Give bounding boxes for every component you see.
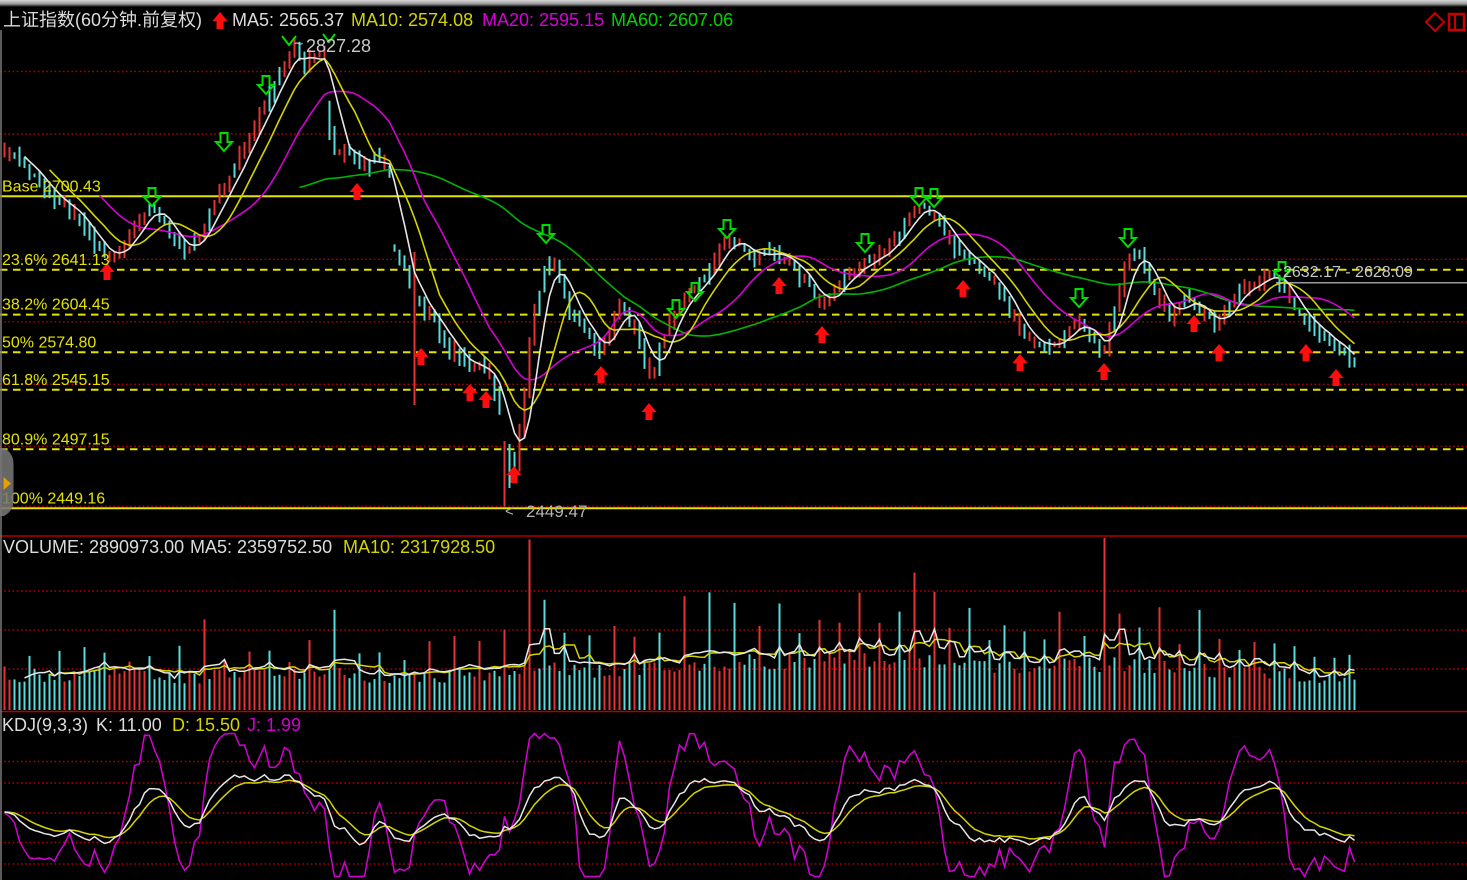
svg-text:MA10: 2574.08: MA10: 2574.08 (351, 10, 473, 30)
svg-text:MA10: 2317928.50: MA10: 2317928.50 (343, 537, 495, 557)
svg-text:~: ~ (294, 36, 303, 53)
svg-text:MA5: 2359752.50: MA5: 2359752.50 (190, 537, 332, 557)
svg-text:KDJ(9,3,3): KDJ(9,3,3) (2, 715, 88, 735)
svg-text:80.9% 2497.15: 80.9% 2497.15 (2, 431, 110, 448)
svg-text:50% 2574.80: 50% 2574.80 (2, 334, 96, 351)
svg-text:MA60: 2607.06: MA60: 2607.06 (611, 10, 733, 30)
svg-text:D: 15.50: D: 15.50 (172, 715, 240, 735)
svg-text:MA20: 2595.15: MA20: 2595.15 (482, 10, 604, 30)
svg-text:MA5: 2565.37: MA5: 2565.37 (232, 10, 344, 30)
svg-text:2827.28: 2827.28 (306, 36, 371, 56)
svg-text:23.6% 2641.13: 23.6% 2641.13 (2, 252, 110, 269)
svg-text:VOLUME: 2890973.00: VOLUME: 2890973.00 (3, 537, 184, 557)
svg-text:100% 2449.16: 100% 2449.16 (2, 490, 105, 507)
svg-text:Base 2700.43: Base 2700.43 (2, 178, 101, 195)
svg-text:<: < (505, 503, 514, 520)
svg-text:61.8% 2545.15: 61.8% 2545.15 (2, 372, 110, 389)
svg-text:J: 1.99: J: 1.99 (247, 715, 301, 735)
svg-text:2632.17 - 2628.09: 2632.17 - 2628.09 (1283, 264, 1413, 281)
svg-text:2449.47: 2449.47 (526, 502, 587, 521)
svg-text:上证指数(60分钟.前复权): 上证指数(60分钟.前复权) (3, 10, 202, 30)
svg-text:38.2% 2604.45: 38.2% 2604.45 (2, 297, 110, 314)
svg-text:K: 11.00: K: 11.00 (96, 715, 162, 735)
